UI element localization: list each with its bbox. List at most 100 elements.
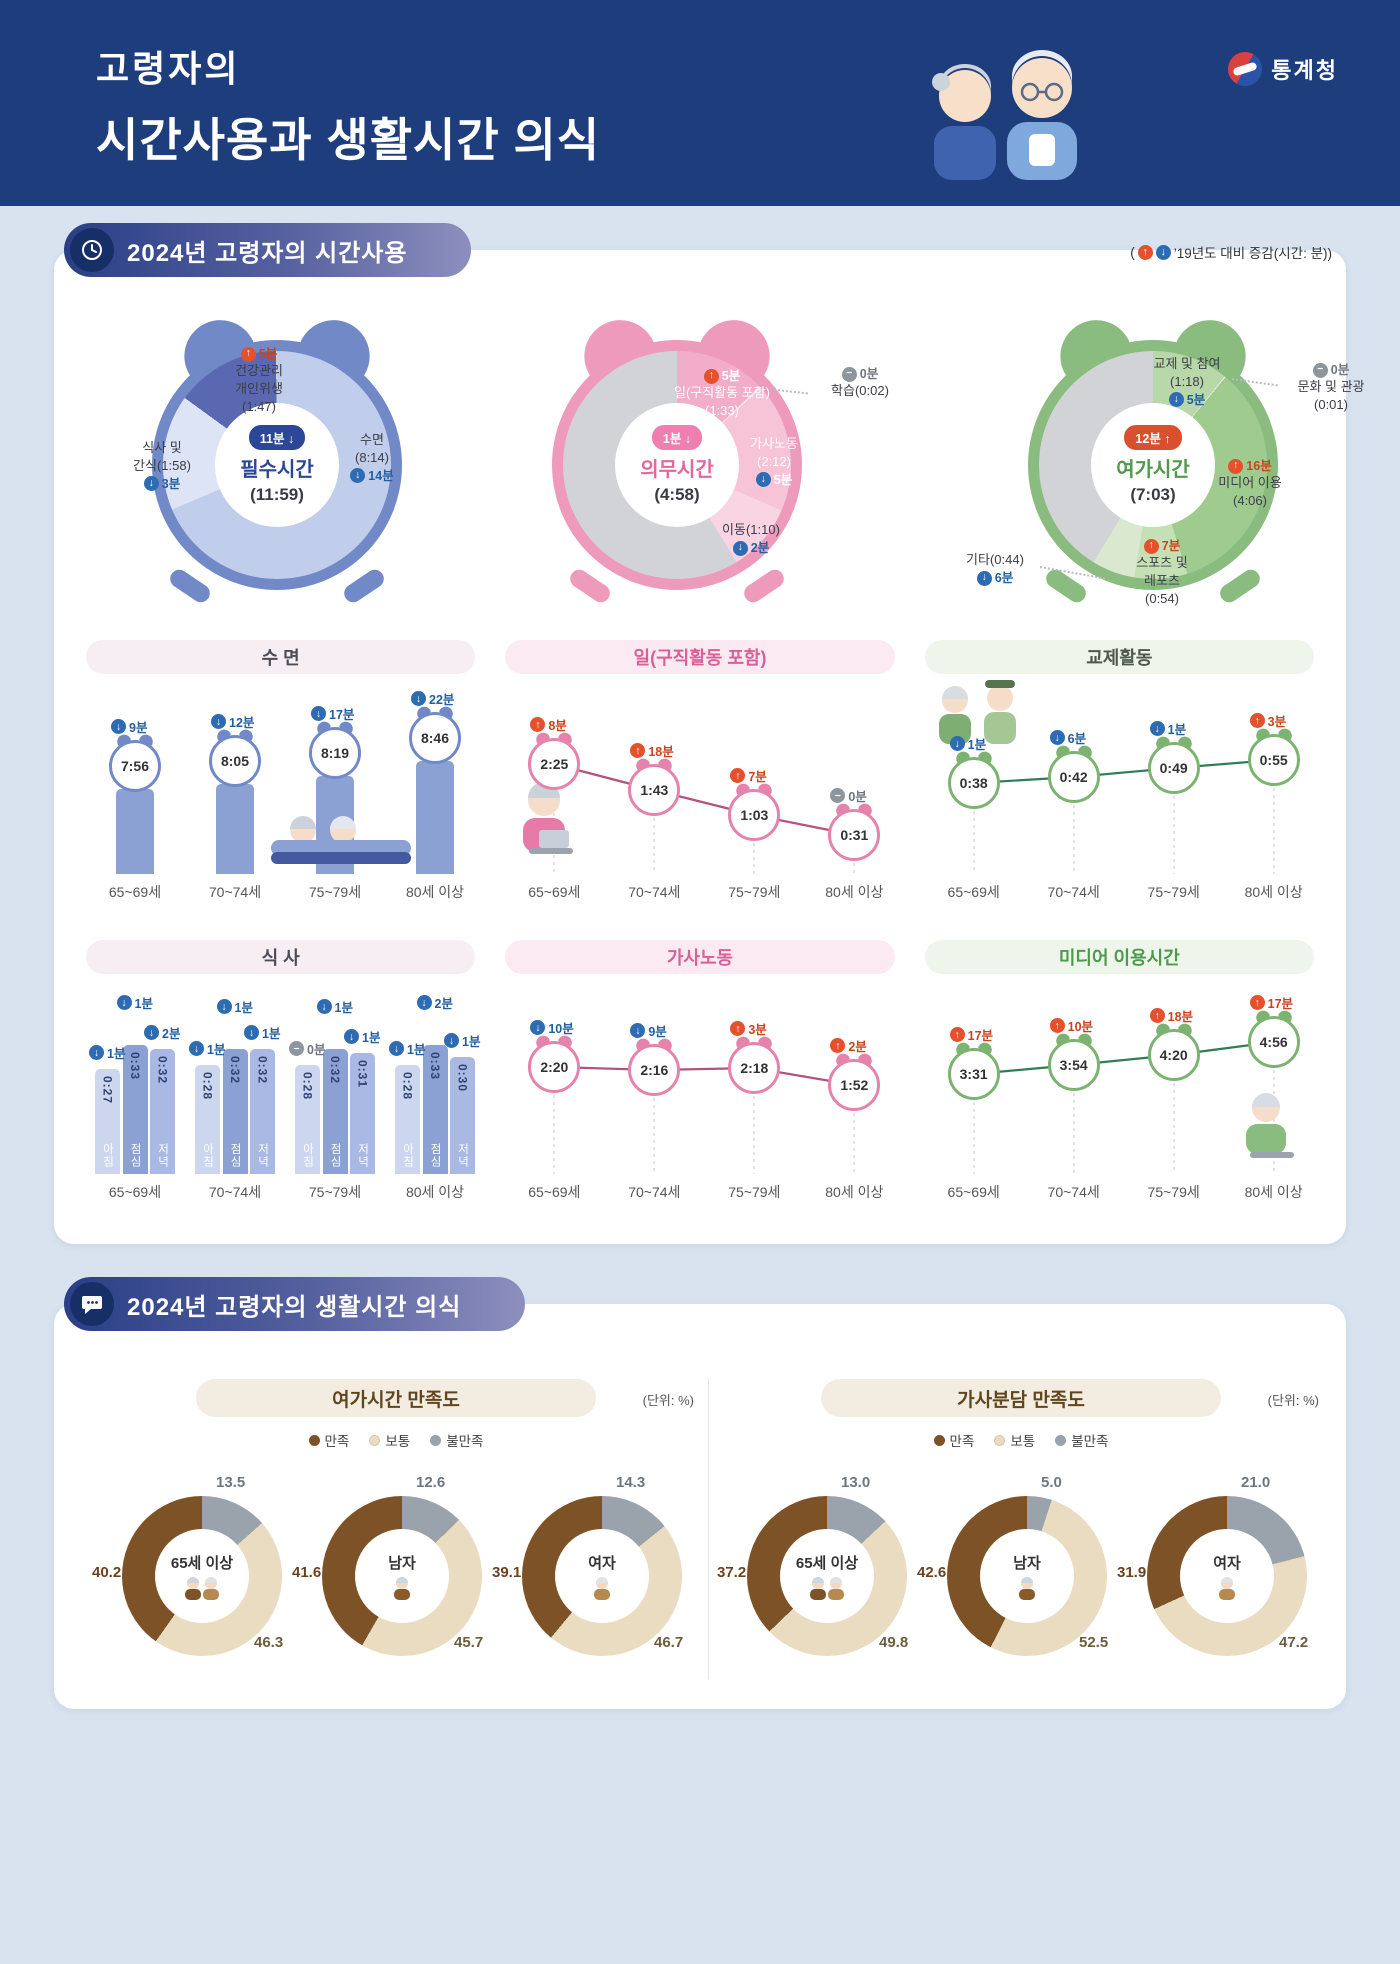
age-label: 80세 이상 xyxy=(825,1184,884,1200)
change-badge: ↑ 10분 xyxy=(1049,1016,1093,1035)
slice-label-line: (0:54) xyxy=(1145,591,1179,607)
slice-label-line: 이동(1:10) xyxy=(722,522,780,537)
clock-chart-obligatory: 1분 ↓ 의무시간 (4:58) ↑ 5분 일(구직활동 포함) (1:33) −0분 학습(0… xyxy=(510,306,940,624)
mini-chart-social: 교제활동 0:38 ↓ 1분 65~69세 0:42 ↓ 6분 70~74세 0:49 ↓ 1분 75~… xyxy=(919,640,1320,924)
age-label: 70~74세 xyxy=(208,884,262,900)
satisfied-value: 39.1 xyxy=(492,1564,522,1581)
change-value: 18분 xyxy=(648,745,674,759)
age-label: 80세 이상 xyxy=(1244,884,1303,900)
clock-value-icon: 2:25 xyxy=(528,730,581,790)
time-value: 7:56 xyxy=(120,758,150,774)
clock-value-icon: 8:19 xyxy=(309,719,361,779)
legend-label: 불만족 xyxy=(1071,1434,1109,1449)
section-title-text: 2024년 고령자의 생활시간 의식 xyxy=(127,1293,462,1321)
donut-group-label: 65세 이상 xyxy=(170,1554,234,1572)
social-illustration xyxy=(925,680,1035,765)
change-badge: ↓ 17분 xyxy=(311,704,354,723)
slice-label-line: (4:06) xyxy=(1233,493,1267,509)
legend-label: 보통 xyxy=(385,1434,411,1449)
change-value: 1분 xyxy=(362,1031,381,1045)
media-illustration xyxy=(1224,1090,1309,1175)
time-value: 3:54 xyxy=(1059,1057,1088,1073)
clock-value-icon: 1:03 xyxy=(728,781,781,841)
clock-foot xyxy=(340,566,388,606)
legend-item-불만족: 불만족 xyxy=(1055,1430,1108,1450)
donuts-row: 65세 이상 37.2 49.8 13.0 남자 42.6 52.5 5.0 여자 31.9 47.… xyxy=(717,1464,1325,1679)
slice-label: 이동(1:10) ↓ 2분 xyxy=(706,522,796,556)
legend-label: 불만족 xyxy=(446,1434,484,1449)
mini-chart-title: 미디어 이용시간 xyxy=(924,940,1314,974)
bar-아침: 0:27 아침 xyxy=(95,1069,120,1174)
clock-center: 11분 ↓ 필수시간 (11:59) xyxy=(215,403,339,527)
satisfaction-donut-여자: 여자 31.9 47.2 21.0 xyxy=(1117,1464,1321,1679)
increase-icon: ↑ xyxy=(1143,538,1159,554)
neutral-value: 46.3 xyxy=(254,1634,284,1651)
change-badge: ↑ 2분 xyxy=(830,1036,867,1055)
plot-area: 2:25 ↑ 8분 65~69세 1:43 ↑ 18분 70~74세 1:03 ↑ 7분 75~79세… xyxy=(499,678,900,924)
clock-value-icon: 3:54 xyxy=(1047,1031,1100,1091)
change-value: 3분 xyxy=(748,1023,767,1037)
change-badge: ↓ 3분 xyxy=(143,476,180,492)
legend-label: 만족 xyxy=(949,1434,975,1449)
decrease-icon: ↓ xyxy=(1149,721,1165,736)
legend-dot xyxy=(369,1434,381,1446)
donut-center: 65세 이상 xyxy=(780,1529,874,1623)
donut-chart: 남자 xyxy=(947,1496,1107,1656)
donut-group-label: 여자 xyxy=(588,1554,616,1572)
decrease-icon: ↓ xyxy=(755,472,771,488)
change-value: 8분 xyxy=(548,719,567,733)
change-badge: −0분 xyxy=(830,786,867,805)
legend: 만족 보통 불만족 xyxy=(92,1430,700,1450)
increase-icon: ↑ xyxy=(1249,713,1265,728)
change-badge: ↓ 1분 xyxy=(389,1039,425,1058)
change-value: 0분 xyxy=(307,1043,326,1057)
clock-chart-leisure: 12분 ↑ 여가시간 (7:03) 교제 및 참여 (1:18) ↓ 5분 −0분 문화 및 관… xyxy=(940,306,1370,624)
time-value: 3:31 xyxy=(959,1066,988,1082)
time-value: 1:43 xyxy=(640,782,669,798)
donut-chart: 65세 이상 xyxy=(747,1496,907,1656)
work-illustration xyxy=(499,778,589,878)
decrease-icon: ↓ xyxy=(143,476,159,492)
infographic-page: 고령자의 시간사용과 생활시간 의식 통계청 xyxy=(0,0,1400,1709)
couple-icon xyxy=(804,1575,850,1601)
decrease-icon: ↓ xyxy=(116,995,132,1010)
time-use-section-header: 2024년 고령자의 시간사용 xyxy=(64,223,472,277)
satisfied-value: 31.9 xyxy=(1117,1564,1147,1581)
age-label: 80세 이상 xyxy=(1244,1184,1303,1200)
time-use-section: 2024년 고령자의 시간사용 ( ↑ ↓ ’19년도 대비 증감(시간: 분)… xyxy=(54,223,1365,1244)
mini-chart-title: 교제활동 xyxy=(924,640,1314,674)
donut-center: 남자 xyxy=(980,1529,1074,1623)
change-badge: ↓ 1분 xyxy=(344,1027,380,1046)
donut-group-label: 여자 xyxy=(1213,1554,1241,1572)
bar-저녁: 0:31 저녁 xyxy=(350,1053,375,1174)
change-badge: −0분 xyxy=(289,1039,325,1058)
bar xyxy=(116,789,154,874)
time-value: 0:42 xyxy=(1059,769,1088,785)
neutral-value: 47.2 xyxy=(1279,1634,1309,1651)
donut-chart: 남자 xyxy=(322,1496,482,1656)
change-badge: ↓ 9분 xyxy=(630,1021,667,1040)
perception-section-header: 2024년 고령자의 생활시간 의식 xyxy=(64,1277,526,1331)
clock-foot xyxy=(740,566,788,606)
clock-foot xyxy=(1216,566,1264,606)
agency-logo: 통계청 xyxy=(1228,52,1338,86)
increase-icon: ↑ xyxy=(730,1021,746,1036)
age-label: 65~69세 xyxy=(947,1184,1000,1200)
bar-아침: 0:28 아침 xyxy=(195,1065,220,1174)
age-label: 65~69세 xyxy=(528,884,581,900)
time-value: 2:20 xyxy=(540,1059,569,1075)
decrease-icon: ↓ xyxy=(389,1041,404,1056)
slice-label-line: 교제 및 참여 xyxy=(1153,356,1221,371)
elderly-couple-illustration xyxy=(910,40,1100,187)
donut-chart: 여자 xyxy=(1147,1496,1307,1656)
donut-center: 여자 xyxy=(555,1529,649,1623)
bar-점심: 0:33 점심 xyxy=(422,1045,448,1174)
change-value: 2분 xyxy=(750,540,770,555)
slice-label-line: 문화 및 관광 xyxy=(1297,379,1365,395)
age-label: 80세 이상 xyxy=(405,884,465,900)
plot-area: 3:31 ↑ 17분 65~69세 3:54 ↑ 10분 70~74세 4:20 ↑ 18분 75~7… xyxy=(919,978,1320,1224)
time-value: 0:49 xyxy=(1159,760,1188,776)
change-badge: ↑ 18분 xyxy=(1149,1006,1193,1025)
satisfaction-group-leisure-satisfaction: 여가시간 만족도 (단위: %) 만족 보통 불만족 65세 이상 40.2 46.3 13.5… xyxy=(84,1378,708,1679)
age-label: 80세 이상 xyxy=(825,884,884,900)
